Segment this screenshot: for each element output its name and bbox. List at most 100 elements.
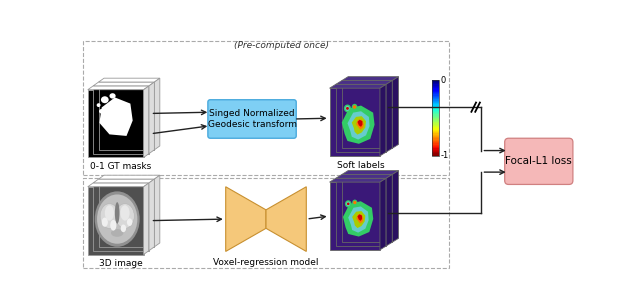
Ellipse shape [344, 105, 351, 112]
Bar [330, 88, 380, 156]
Bar [432, 110, 439, 112]
FancyBboxPatch shape [505, 138, 573, 185]
Bar [99, 179, 154, 247]
Ellipse shape [352, 199, 358, 206]
Ellipse shape [346, 202, 350, 206]
Polygon shape [380, 84, 386, 156]
Text: Singed Normalized
Geodesic transform: Singed Normalized Geodesic transform [207, 109, 296, 129]
Ellipse shape [347, 203, 349, 205]
Polygon shape [352, 211, 365, 228]
Ellipse shape [353, 105, 356, 109]
Polygon shape [348, 111, 369, 140]
Bar [432, 148, 439, 150]
Ellipse shape [109, 93, 116, 99]
Bar [99, 82, 154, 150]
Bar [432, 100, 439, 102]
Polygon shape [336, 81, 392, 84]
Polygon shape [149, 179, 154, 251]
Bar [432, 81, 439, 83]
Bar [432, 87, 439, 88]
Text: Voxel-regression model: Voxel-regression model [213, 258, 319, 267]
Ellipse shape [99, 109, 104, 113]
Bar [432, 119, 439, 121]
Bar [432, 152, 439, 153]
Polygon shape [154, 78, 160, 150]
Bar [432, 81, 439, 156]
Bar [432, 138, 439, 140]
Polygon shape [266, 187, 307, 251]
Bar [432, 90, 439, 92]
Bar [432, 89, 439, 91]
Polygon shape [99, 78, 160, 82]
Polygon shape [380, 178, 386, 250]
Ellipse shape [105, 205, 114, 221]
Bar [432, 134, 439, 136]
Polygon shape [93, 179, 154, 183]
Bar [432, 124, 439, 126]
Ellipse shape [110, 220, 116, 231]
Bar [432, 88, 439, 89]
Polygon shape [154, 175, 160, 247]
Polygon shape [352, 116, 366, 135]
Polygon shape [342, 77, 399, 81]
Polygon shape [348, 206, 369, 233]
Bar [432, 151, 439, 152]
Bar [432, 133, 439, 135]
Polygon shape [226, 187, 266, 251]
Bar [432, 106, 439, 107]
Bar [432, 107, 439, 108]
Polygon shape [149, 82, 154, 154]
Polygon shape [143, 183, 149, 254]
Ellipse shape [116, 204, 134, 228]
Text: 0-1 GT masks: 0-1 GT masks [90, 162, 152, 171]
Bar [432, 128, 439, 130]
Bar [432, 141, 439, 142]
Bar [336, 84, 386, 152]
Bar [432, 136, 439, 137]
Bar [432, 97, 439, 98]
Polygon shape [93, 82, 154, 86]
Ellipse shape [346, 106, 349, 111]
Bar [432, 92, 439, 93]
Bar [432, 80, 439, 82]
Polygon shape [99, 175, 160, 179]
Bar [336, 178, 386, 246]
Bar [432, 108, 439, 109]
Bar [330, 182, 380, 250]
Ellipse shape [101, 96, 109, 103]
Bar [432, 139, 439, 141]
Bar [432, 113, 439, 114]
Polygon shape [356, 120, 364, 130]
Bar [342, 174, 392, 242]
FancyBboxPatch shape [208, 100, 296, 138]
Text: Soft labels: Soft labels [337, 160, 385, 170]
Polygon shape [330, 84, 386, 88]
Bar [432, 117, 439, 118]
Text: 3D image: 3D image [99, 259, 143, 268]
Bar [83, 178, 449, 268]
Ellipse shape [345, 200, 351, 207]
Bar [432, 112, 439, 113]
Bar [432, 98, 439, 99]
Bar [432, 84, 439, 85]
Polygon shape [358, 120, 362, 127]
Bar [83, 41, 449, 175]
Polygon shape [342, 170, 399, 174]
Ellipse shape [346, 107, 349, 110]
Polygon shape [330, 178, 386, 182]
Bar [432, 104, 439, 106]
Ellipse shape [111, 229, 124, 237]
Text: -1: -1 [440, 152, 449, 160]
Polygon shape [386, 81, 392, 152]
Bar [93, 183, 149, 251]
Bar [432, 93, 439, 94]
Bar [432, 103, 439, 104]
Bar [432, 85, 439, 87]
Bar [432, 153, 439, 155]
Bar [342, 81, 392, 148]
Bar [432, 120, 439, 122]
Polygon shape [358, 214, 362, 221]
Bar [432, 131, 439, 132]
Bar [432, 126, 439, 127]
Polygon shape [99, 97, 132, 136]
